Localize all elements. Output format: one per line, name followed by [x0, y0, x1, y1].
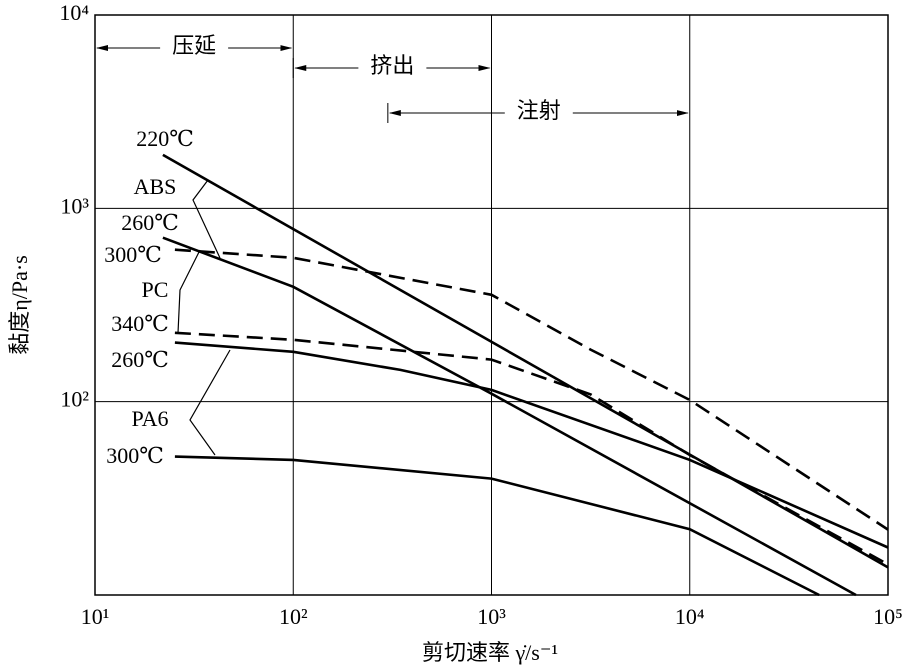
series-line: [174, 455, 820, 597]
annotation: 260℃: [121, 210, 179, 235]
x-tick-label: 10³: [477, 604, 506, 629]
x-tick-label: 10¹: [81, 604, 110, 629]
series-line: [162, 153, 889, 569]
series-line: [174, 248, 889, 531]
y-axis-label: 黏度η/Pa·s: [7, 255, 32, 355]
range-label: 压延: [172, 33, 216, 58]
annotation: 220℃: [136, 126, 194, 151]
series-line: [174, 341, 889, 549]
y-tick-label: 10³: [60, 193, 89, 218]
x-tick-label: 10⁴: [675, 604, 705, 629]
bracket: [189, 349, 231, 456]
annotation: ABS: [134, 174, 177, 199]
y-tick-label: 10²: [60, 387, 89, 412]
range-label: 注射: [517, 98, 561, 123]
annotation: 300℃: [104, 242, 162, 267]
bracket: [192, 179, 221, 259]
series-line: [174, 331, 889, 566]
annotation: 300℃: [106, 443, 164, 468]
annotation: PC: [142, 277, 169, 302]
x-axis-label: 剪切速率 γ̇/s⁻¹: [422, 640, 558, 665]
annotation: 260℃: [111, 347, 169, 372]
x-tick-label: 10²: [279, 604, 308, 629]
bracket: [177, 249, 201, 334]
range-label: 挤出: [370, 53, 414, 78]
annotation: 340℃: [111, 311, 169, 336]
y-tick-label: 10⁴: [59, 0, 89, 25]
series-line: [162, 236, 857, 597]
x-tick-label: 10⁵: [873, 604, 903, 629]
annotation: PA6: [131, 406, 168, 431]
